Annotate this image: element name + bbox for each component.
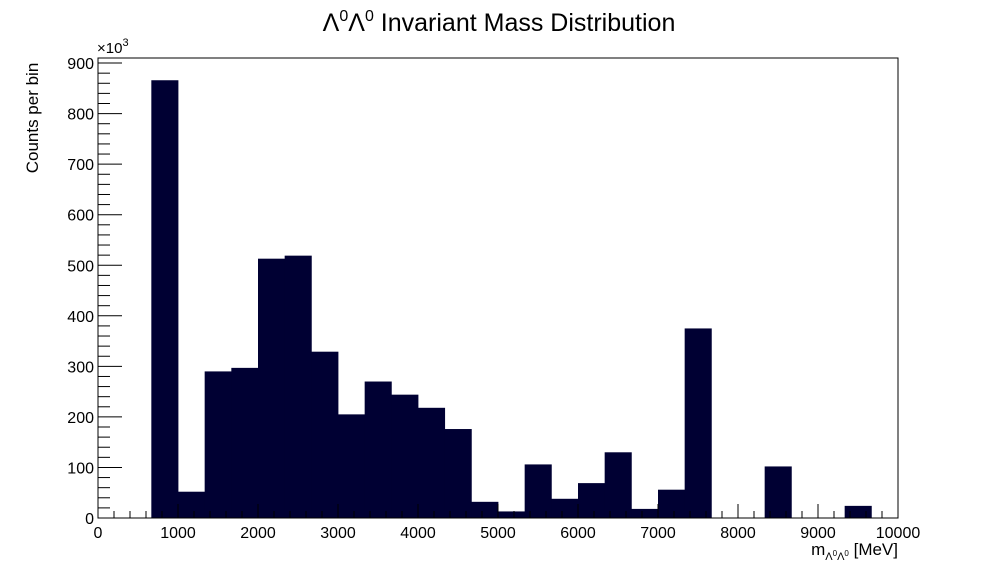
y-tick-label: 100 (67, 460, 94, 477)
histogram-bar (604, 452, 632, 518)
x-axis: 0 1000 2000 3000 4000 5000 6000 7000 8000 9000 100… (94, 504, 921, 542)
histogram-bar (391, 394, 419, 518)
histogram-bar (178, 491, 206, 518)
x-tick-label: 0 (94, 525, 103, 542)
x-axis-label: mΛ0Λ0 [MeV] (811, 540, 898, 563)
y-tick-label: 900 (67, 56, 94, 73)
y-tick-label: 500 (67, 258, 94, 275)
title-rest: Invariant Mass Distribution (374, 9, 676, 37)
x-tick-label: 4000 (400, 525, 436, 542)
histogram-bar (471, 501, 499, 518)
y-axis: 0 100 200 300 400 500 600 700 800 900 (67, 56, 122, 528)
y-exponent-power: 3 (122, 37, 128, 49)
chart-title: Λ0Λ0 Invariant Mass Distribution (323, 8, 676, 37)
histogram-bar (844, 505, 872, 518)
histogram-bar (578, 483, 606, 518)
histogram-bar (258, 258, 286, 518)
y-axis-label: Counts per bin (23, 63, 42, 174)
histogram-bar (498, 511, 526, 518)
bar-group (151, 80, 872, 519)
x-tick-label: 10000 (876, 525, 921, 542)
histogram-bar (284, 255, 312, 518)
x-tick-label: 9000 (800, 525, 836, 542)
x-tick-label: 1000 (160, 525, 196, 542)
x-label-sub-sup-2: 0 (844, 549, 849, 558)
x-label-unit: [MeV] (849, 540, 898, 559)
histogram-bar (204, 371, 232, 518)
histogram-bar (444, 429, 472, 518)
x-tick-label: 6000 (560, 525, 596, 542)
histogram-bar (551, 498, 579, 518)
histogram-bar (231, 367, 259, 518)
title-lambda-1: Λ (323, 9, 340, 37)
x-label-sub-1: Λ (825, 551, 833, 563)
x-label-main: m (811, 540, 825, 559)
x-label-sub-sup-1: 0 (833, 549, 838, 558)
x-tick-label: 7000 (640, 525, 676, 542)
x-tick-label: 5000 (480, 525, 516, 542)
histogram-bar (684, 328, 712, 518)
histogram-bar (151, 80, 179, 519)
histogram-bar (658, 489, 686, 518)
y-exponent-label: ×103 (97, 37, 129, 57)
y-tick-label: 600 (67, 208, 94, 225)
y-tick-label: 400 (67, 309, 94, 326)
histogram-bar (364, 381, 392, 518)
histogram-bar (524, 464, 552, 518)
x-label-sub-2: Λ (837, 551, 845, 563)
y-exponent-base: ×10 (97, 40, 122, 57)
histogram-bar (418, 407, 446, 518)
x-tick-label: 8000 (720, 525, 756, 542)
y-tick-label: 700 (67, 157, 94, 174)
histogram-bar (764, 466, 792, 518)
x-tick-label: 3000 (320, 525, 356, 542)
y-tick-label: 0 (85, 511, 94, 528)
title-sup-1: 0 (339, 8, 348, 25)
y-tick-label: 300 (67, 359, 94, 376)
histogram-bar (631, 508, 659, 518)
y-tick-label: 800 (67, 107, 94, 124)
histogram-bar (338, 414, 366, 518)
y-tick-label: 200 (67, 410, 94, 427)
title-lambda-2: Λ (348, 9, 365, 37)
title-sup-2: 0 (365, 8, 374, 25)
x-tick-label: 2000 (240, 525, 276, 542)
plot-frame (97, 57, 899, 519)
histogram-bar (311, 351, 339, 518)
